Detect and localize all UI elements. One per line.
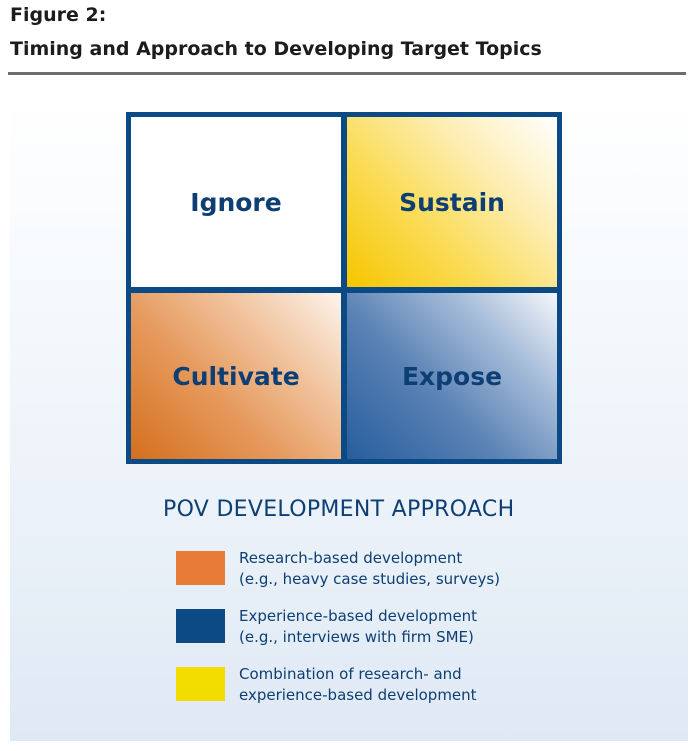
legend-title: POV DEVELOPMENT APPROACH [163, 497, 515, 522]
legend-research-line2: (e.g., heavy case studies, surveys) [239, 570, 500, 588]
quadrant-cultivate: Cultivate [131, 293, 341, 459]
legend-text-experience: Experience-based development (e.g., inte… [239, 606, 477, 648]
legend-text-research: Research-based development (e.g., heavy … [239, 548, 500, 590]
figure-title: Timing and Approach to Developing Target… [10, 38, 542, 60]
quadrant-expose-label: Expose [401, 361, 503, 391]
legend-research-line1: Research-based development [239, 549, 463, 567]
legend-swatch-blue [176, 609, 225, 643]
title-divider [8, 72, 686, 75]
quadrant-ignore-label: Ignore [190, 187, 282, 217]
quadrant-ignore: Ignore [131, 117, 341, 287]
legend-experience-line2: (e.g., interviews with firm SME) [239, 628, 474, 646]
quadrant-cultivate-label: Cultivate [172, 361, 300, 391]
quadrant-expose: Expose [347, 293, 557, 459]
quadrant-sustain-label: Sustain [399, 187, 505, 217]
legend-combination-line2: experience-based development [239, 686, 477, 704]
legend-experience-line1: Experience-based development [239, 607, 478, 625]
legend-combination-line1: Combination of research- and [239, 665, 462, 683]
figure-label: Figure 2: [10, 4, 107, 26]
legend-swatch-orange [176, 551, 225, 585]
quadrant-grid: Ignore Sustain Cultivate Expose [126, 112, 562, 464]
legend-text-combination: Combination of research- and experience-… [239, 664, 477, 706]
legend-swatch-yellow [176, 667, 225, 701]
quadrant-sustain: Sustain [347, 117, 557, 287]
